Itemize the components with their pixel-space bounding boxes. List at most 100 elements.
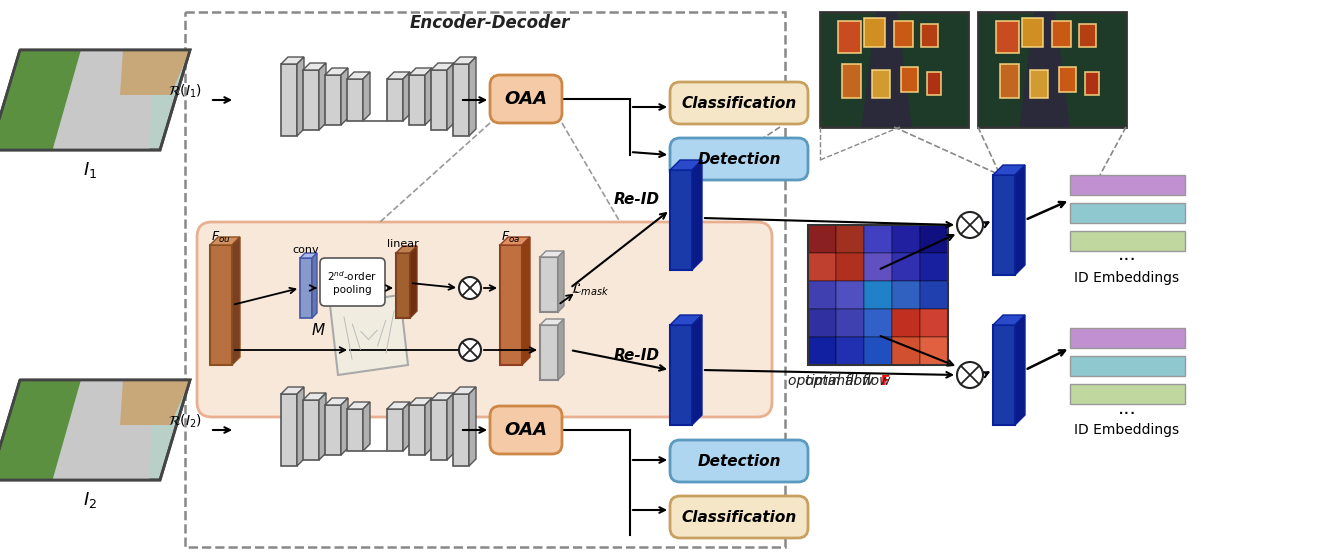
Polygon shape [862, 12, 911, 127]
Polygon shape [119, 50, 191, 95]
Polygon shape [301, 253, 317, 258]
Bar [996, 21, 1020, 54]
Polygon shape [311, 253, 317, 318]
Polygon shape [454, 387, 476, 394]
Polygon shape [447, 63, 454, 130]
Bar [820, 12, 968, 127]
Bar [185, 12, 785, 547]
Text: Classification: Classification [682, 95, 797, 110]
Bar [921, 225, 947, 253]
Polygon shape [386, 402, 411, 409]
Polygon shape [297, 57, 305, 136]
Polygon shape [319, 63, 326, 130]
FancyBboxPatch shape [197, 222, 772, 417]
Polygon shape [325, 68, 348, 75]
Polygon shape [425, 68, 432, 125]
Polygon shape [280, 57, 305, 64]
Bar [921, 253, 947, 281]
Text: Detection: Detection [698, 152, 781, 166]
Bar [978, 12, 1126, 127]
Bar [836, 225, 864, 253]
Polygon shape [558, 251, 564, 312]
Polygon shape [341, 68, 348, 125]
Polygon shape [52, 50, 154, 150]
Polygon shape [362, 402, 370, 451]
Text: $M$: $M$ [310, 322, 325, 338]
Polygon shape [0, 50, 81, 150]
Polygon shape [692, 160, 702, 270]
Polygon shape [325, 398, 348, 405]
Bar [872, 70, 890, 98]
Bar [921, 337, 947, 365]
Bar [501, 245, 522, 365]
Bar [454, 394, 468, 466]
Polygon shape [558, 319, 564, 380]
Text: OAA: OAA [505, 90, 548, 108]
Bar [1059, 67, 1076, 93]
Polygon shape [670, 160, 702, 170]
Polygon shape [0, 380, 81, 480]
Bar [348, 409, 362, 451]
Bar [1070, 203, 1185, 223]
Bar [892, 253, 921, 281]
Bar [864, 18, 886, 46]
Polygon shape [232, 237, 240, 365]
Text: $F_{oa}$: $F_{oa}$ [502, 229, 521, 244]
Bar [325, 75, 341, 125]
Circle shape [459, 339, 480, 361]
Bar [1029, 70, 1048, 98]
Bar [1000, 64, 1020, 98]
Bar [539, 257, 558, 312]
Polygon shape [280, 387, 305, 394]
Bar [454, 64, 468, 136]
Bar [1070, 175, 1185, 195]
Polygon shape [411, 246, 417, 318]
Bar [303, 400, 319, 460]
Polygon shape [303, 63, 326, 70]
Polygon shape [119, 380, 191, 425]
Bar [209, 245, 232, 365]
Bar [301, 258, 311, 318]
Text: optimal flow: optimal flow [788, 374, 878, 388]
Polygon shape [362, 72, 370, 121]
Bar [808, 225, 836, 253]
Bar [670, 170, 692, 270]
Polygon shape [670, 315, 702, 325]
FancyBboxPatch shape [670, 496, 808, 538]
Bar [926, 72, 941, 95]
Text: conv: conv [293, 245, 319, 255]
Bar [303, 70, 319, 130]
Bar [894, 21, 914, 46]
Bar [386, 409, 403, 451]
Text: ID Embeddings: ID Embeddings [1075, 423, 1180, 437]
Circle shape [957, 212, 982, 238]
Bar [1070, 231, 1185, 251]
Polygon shape [403, 402, 411, 451]
Bar [902, 67, 918, 93]
Bar [808, 309, 836, 337]
Bar [836, 253, 864, 281]
Bar [836, 309, 864, 337]
Polygon shape [539, 319, 564, 325]
Bar [864, 337, 892, 365]
Text: $\mathcal{R}(I_1)$: $\mathcal{R}(I_1)$ [168, 82, 203, 100]
Bar [386, 79, 403, 121]
Polygon shape [409, 398, 432, 405]
Bar [325, 405, 341, 455]
Bar [864, 309, 892, 337]
Text: Detection: Detection [698, 454, 781, 469]
Bar [864, 281, 892, 309]
Polygon shape [1015, 165, 1025, 275]
Bar [921, 309, 947, 337]
Bar [921, 281, 947, 309]
Polygon shape [52, 380, 154, 480]
Polygon shape [348, 72, 370, 79]
Polygon shape [209, 237, 240, 245]
Bar [1079, 23, 1096, 46]
Text: OAA: OAA [505, 421, 548, 439]
Polygon shape [1015, 315, 1025, 425]
Polygon shape [431, 63, 454, 70]
Polygon shape [330, 295, 408, 375]
FancyBboxPatch shape [670, 440, 808, 482]
Bar [280, 394, 297, 466]
